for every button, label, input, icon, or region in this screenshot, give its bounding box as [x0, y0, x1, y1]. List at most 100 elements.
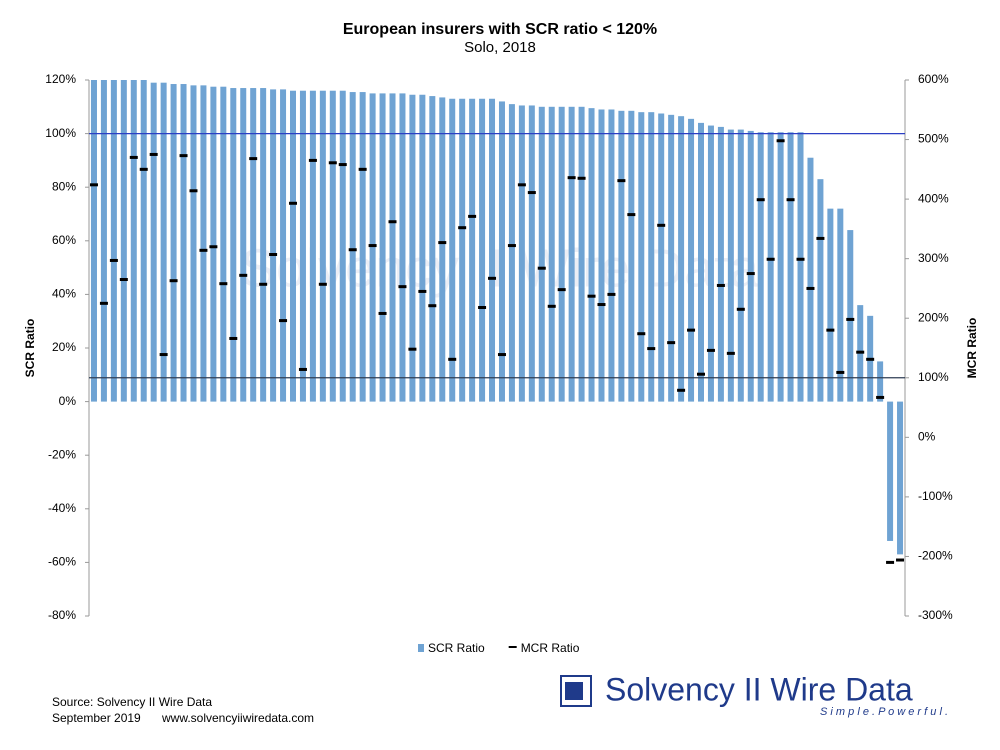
marker — [836, 370, 845, 374]
marker — [408, 347, 417, 351]
footer-source: Source: Solvency II Wire Data — [52, 695, 212, 709]
y2-tick-label: 300% — [918, 251, 949, 265]
bar — [389, 93, 396, 402]
marker — [169, 279, 178, 283]
marker — [896, 558, 905, 562]
marker — [537, 266, 546, 270]
marker — [567, 176, 576, 180]
bar — [618, 110, 625, 402]
bar — [648, 112, 655, 402]
bar — [837, 208, 844, 402]
bar — [459, 98, 466, 402]
chart-subtitle: Solo, 2018 — [464, 39, 536, 56]
bar — [379, 93, 386, 402]
logo-square — [565, 682, 583, 700]
bar — [369, 93, 376, 402]
bar — [140, 80, 147, 402]
logo-frame — [560, 675, 592, 707]
bar — [359, 92, 366, 402]
marker — [418, 289, 427, 293]
marker — [527, 191, 536, 195]
bar — [309, 90, 316, 402]
bar — [757, 132, 764, 402]
y2-tick-label: 0% — [918, 430, 936, 444]
y2-tick-label: 500% — [918, 132, 949, 146]
y2-tick-label: -100% — [918, 489, 953, 503]
bar — [270, 89, 277, 402]
bar — [847, 230, 854, 402]
marker — [557, 288, 566, 292]
bar — [349, 92, 356, 402]
y2-tick-label: 100% — [918, 370, 949, 384]
marker — [239, 273, 248, 277]
bar — [717, 126, 724, 402]
bar — [489, 98, 496, 402]
bar — [230, 88, 237, 402]
marker — [468, 214, 477, 218]
marker — [259, 282, 268, 286]
logo-tagline: S i m p l e . P o w e r f u l . — [820, 706, 948, 718]
logo-name: Solvency II Wire Data — [605, 671, 913, 707]
marker — [378, 311, 387, 315]
bar — [220, 86, 227, 402]
marker — [149, 152, 158, 156]
marker — [438, 241, 447, 245]
bar — [897, 401, 904, 555]
y-tick-label: -80% — [48, 608, 76, 622]
bar — [339, 90, 346, 402]
bar — [508, 104, 515, 402]
bar — [658, 113, 665, 402]
marker — [846, 317, 855, 321]
bar — [707, 125, 714, 402]
marker — [497, 353, 506, 357]
bar — [747, 130, 754, 402]
marker — [657, 223, 666, 227]
y-tick-label: 100% — [45, 126, 76, 140]
marker — [448, 357, 457, 361]
bar — [200, 85, 207, 402]
bar — [538, 106, 545, 402]
bar — [210, 86, 217, 402]
marker — [478, 306, 487, 310]
marker — [776, 139, 785, 143]
bar — [608, 109, 615, 402]
bar — [767, 132, 774, 402]
bar — [598, 109, 605, 402]
bar — [797, 132, 804, 402]
marker — [89, 183, 98, 187]
marker — [269, 252, 278, 256]
marker — [199, 248, 208, 252]
bar — [727, 129, 734, 402]
bar — [409, 94, 416, 402]
bar — [678, 116, 685, 402]
marker — [159, 353, 168, 357]
marker — [577, 176, 586, 180]
bar — [120, 80, 127, 402]
bar — [638, 112, 645, 402]
bar — [558, 106, 565, 402]
bar — [787, 132, 794, 402]
bar — [160, 82, 167, 402]
y2-tick-label: -200% — [918, 549, 953, 563]
marker — [249, 157, 258, 161]
marker — [617, 179, 626, 183]
bar — [150, 82, 157, 402]
y2-tick-label: 400% — [918, 191, 949, 205]
bar — [827, 208, 834, 402]
marker — [716, 283, 725, 287]
marker — [746, 272, 755, 276]
bar — [737, 129, 744, 402]
marker — [398, 285, 407, 289]
bar — [240, 88, 247, 402]
marker — [786, 198, 795, 202]
marker — [806, 286, 815, 290]
marker — [816, 236, 825, 240]
marker — [348, 248, 357, 252]
marker — [706, 348, 715, 352]
bar — [479, 98, 486, 402]
marker — [687, 328, 696, 332]
bar — [290, 90, 296, 402]
marker — [766, 257, 775, 261]
marker — [279, 319, 288, 323]
bar — [429, 96, 436, 402]
